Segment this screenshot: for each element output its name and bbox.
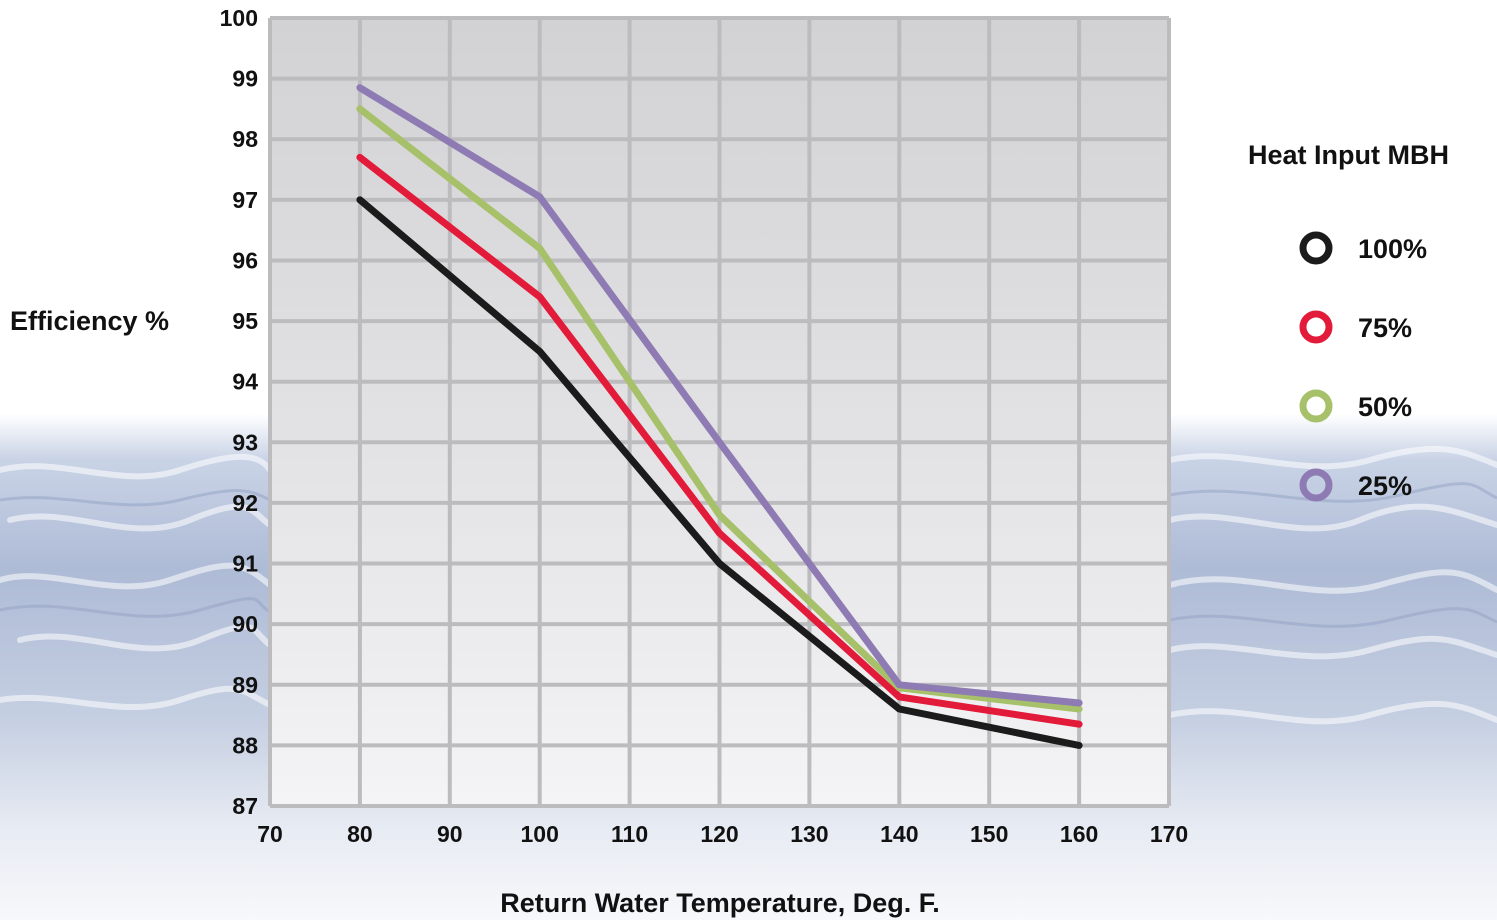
- legend-label-25pct: 25%: [1358, 471, 1412, 501]
- y-tick-labels: 87 88 89 90 91 92 93 94 95 96 97 98 99 100: [220, 5, 259, 819]
- series-lines: [356, 84, 1083, 749]
- legend-label-50pct: 50%: [1358, 392, 1412, 422]
- legend-marker-50pct: [1299, 389, 1333, 423]
- y-axis-title: Efficiency %: [10, 306, 169, 336]
- legend-items: 100% 75% 50% 25%: [1299, 231, 1427, 502]
- legend: Heat Input MBH 100% 75% 50% 25%: [1248, 140, 1449, 502]
- y-tick-label: 93: [232, 429, 258, 455]
- x-tick-label: 150: [970, 821, 1008, 847]
- x-tick-label: 140: [880, 821, 918, 847]
- legend-title: Heat Input MBH: [1248, 140, 1449, 170]
- x-tick-labels: 70 80 90 100 110 120 130 140 150 160 170: [257, 821, 1188, 847]
- y-tick-label: 92: [232, 490, 258, 516]
- x-tick-label: 170: [1150, 821, 1188, 847]
- y-tick-label: 87: [232, 793, 258, 819]
- grid-lines: [268, 16, 1171, 808]
- y-tick-label: 98: [232, 126, 258, 152]
- series-line-100pct: [356, 196, 1083, 749]
- y-tick-label: 97: [232, 187, 258, 213]
- y-tick-label: 91: [232, 551, 258, 577]
- x-tick-label: 70: [257, 821, 283, 847]
- x-tick-label: 110: [611, 821, 648, 847]
- legend-label-75pct: 75%: [1358, 313, 1412, 343]
- y-tick-label: 94: [232, 369, 258, 395]
- x-axis-title: Return Water Temperature, Deg. F.: [500, 888, 940, 918]
- legend-marker-25pct: [1299, 468, 1333, 502]
- legend-marker-75pct: [1299, 310, 1333, 344]
- series-line-50pct: [356, 105, 1083, 713]
- x-tick-label: 130: [790, 821, 828, 847]
- y-tick-label: 100: [220, 5, 258, 31]
- legend-label-100pct: 100%: [1358, 234, 1427, 264]
- series-line-75pct: [356, 153, 1083, 728]
- y-tick-label: 96: [232, 247, 258, 273]
- x-tick-label: 100: [521, 821, 559, 847]
- legend-marker-100pct: [1299, 231, 1333, 265]
- y-tick-label: 90: [232, 611, 258, 637]
- y-tick-label: 99: [232, 66, 258, 92]
- x-tick-label: 120: [700, 821, 738, 847]
- x-tick-label: 80: [347, 821, 373, 847]
- y-tick-label: 88: [232, 732, 258, 758]
- x-tick-label: 160: [1060, 821, 1098, 847]
- y-tick-label: 95: [232, 308, 258, 334]
- x-tick-label: 90: [437, 821, 463, 847]
- series-line-25pct: [356, 84, 1083, 707]
- y-tick-label: 89: [232, 672, 258, 698]
